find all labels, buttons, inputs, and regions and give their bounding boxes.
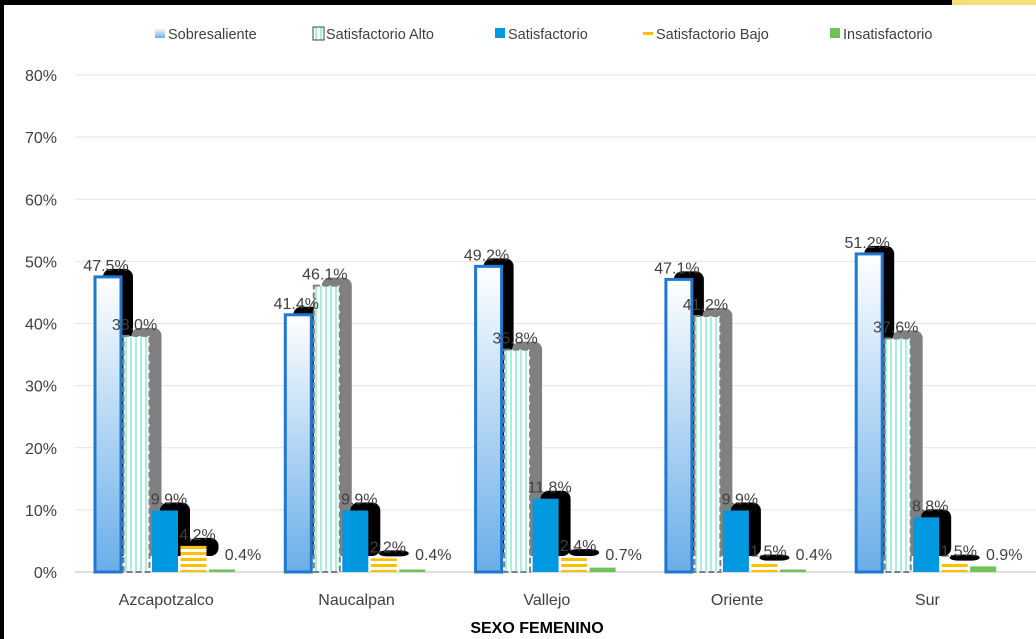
bar: [941, 562, 968, 572]
data-label: 11.8%: [528, 480, 572, 497]
data-label: 46.1%: [302, 267, 347, 284]
data-label: 38.0%: [112, 317, 157, 334]
bar: [209, 569, 235, 572]
x-tick-label: Naucalpan: [318, 592, 395, 609]
x-tick-label: Oriente: [711, 592, 764, 609]
data-label: 0.9%: [986, 547, 1022, 564]
bar: [913, 517, 940, 572]
top-border-accent: [952, 0, 1036, 5]
data-label: 8.8%: [912, 498, 948, 515]
bar: [474, 264, 504, 574]
bar-shadow: [759, 554, 790, 561]
y-tick-label: 30%: [25, 379, 57, 396]
data-labels-layer: 47.5% 38.0% 9.9% 4.2% 0.4% 41.4% 46.1% 9.9% 2.2%…: [83, 235, 1022, 564]
data-label: 35.8%: [492, 331, 537, 348]
bar: [970, 566, 997, 572]
legend-swatch: [643, 32, 653, 35]
bar: [561, 557, 588, 572]
legend-label: Satisfactorio: [508, 27, 588, 43]
bar: [283, 313, 313, 574]
data-label: 0.4%: [225, 547, 261, 564]
data-label: 47.1%: [654, 260, 699, 277]
bar: [399, 569, 426, 572]
bar: [93, 275, 123, 574]
legend-swatch: [312, 26, 325, 41]
data-label: 0.4%: [415, 547, 451, 564]
data-label: 51.2%: [845, 235, 890, 252]
y-tick-label: 10%: [25, 503, 57, 520]
x-axis-title: SEXO FEMENINO: [470, 620, 603, 637]
grid-layer: [75, 74, 1036, 573]
bar: [883, 337, 912, 573]
data-label: 0.7%: [605, 547, 641, 564]
legend-label: Satisfactorio Alto: [326, 27, 434, 43]
bar: [693, 315, 722, 574]
data-label: 41.2%: [683, 297, 728, 314]
bar: [664, 277, 694, 574]
data-label: 37.6%: [873, 319, 918, 336]
x-axis: Azcapotzalco Naucalpan Vallejo Oriente Sur: [119, 592, 941, 609]
y-tick-label: 50%: [25, 254, 57, 271]
data-label: 1.5%: [750, 544, 786, 561]
data-label: 41.4%: [274, 296, 319, 313]
bar: [342, 510, 369, 572]
bars-layer: [93, 245, 997, 574]
bar-shadow: [949, 554, 980, 561]
legend-swatch: [495, 28, 505, 38]
bar: [532, 498, 559, 572]
y-tick-label: 40%: [25, 317, 57, 334]
y-tick-label: 0%: [34, 565, 57, 582]
legend-label: Satisfactorio Bajo: [656, 27, 769, 43]
data-label: 9.9%: [722, 491, 758, 508]
data-label: 9.9%: [151, 491, 187, 508]
data-label: 4.2%: [179, 527, 215, 544]
left-border: [0, 0, 4, 639]
x-tick-label: Azcapotzalco: [119, 592, 214, 609]
y-tick-label: 70%: [25, 130, 57, 147]
data-label: 1.5%: [940, 544, 976, 561]
bar: [854, 252, 884, 574]
legend-label: Sobresaliente: [168, 27, 257, 43]
data-label: 2.4%: [560, 538, 596, 555]
x-tick-label: Sur: [915, 592, 941, 609]
y-tick-label: 60%: [25, 192, 57, 209]
top-border: [0, 0, 1036, 5]
legend: Sobresaliente Satisfactorio Alto Satisfact…: [155, 26, 932, 43]
bar: [589, 567, 616, 572]
bar: [722, 510, 749, 572]
legend-swatch: [155, 28, 165, 38]
data-label: 49.2%: [464, 247, 509, 264]
legend-label: Insatisfactorio: [843, 27, 932, 43]
bar: [180, 545, 207, 572]
bar: [312, 284, 341, 573]
data-label: 9.9%: [341, 491, 377, 508]
data-label: 0.4%: [796, 547, 832, 564]
bar: [122, 334, 151, 573]
data-label: 2.2%: [370, 539, 406, 556]
bar: [779, 569, 806, 572]
bar: [751, 562, 778, 572]
bar: [370, 558, 397, 572]
x-tick-label: Vallejo: [523, 592, 570, 609]
bar: [503, 348, 532, 573]
y-tick-label: 20%: [25, 441, 57, 458]
legend-swatch: [830, 28, 840, 38]
y-axis: 0% 10% 20% 30% 40% 50% 60% 70% 80%: [25, 68, 57, 582]
y-tick-label: 80%: [25, 68, 57, 85]
bar-shadow: [378, 550, 409, 557]
bar: [152, 510, 178, 572]
bar-shadow: [569, 549, 600, 556]
data-label: 47.5%: [83, 258, 128, 275]
